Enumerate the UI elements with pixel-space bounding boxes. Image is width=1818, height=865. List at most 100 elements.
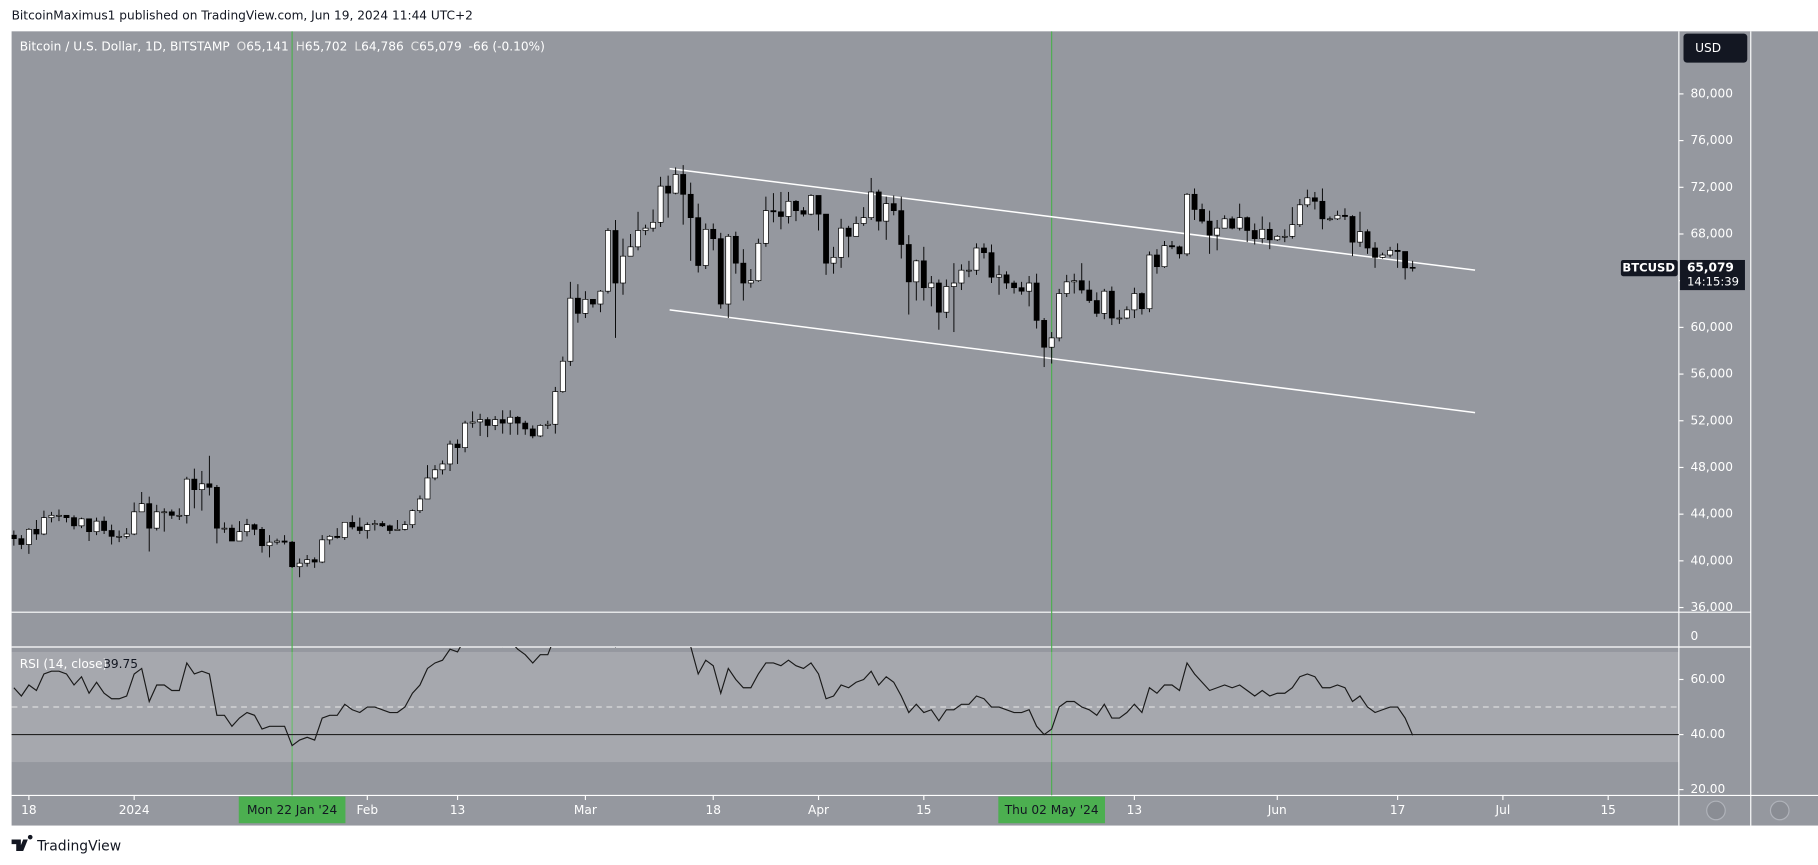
rsi-line <box>13 646 1414 747</box>
candle-body <box>507 416 514 424</box>
candle-body <box>905 244 912 283</box>
x-tick-label: 18 <box>21 803 36 817</box>
candle-body <box>1176 246 1183 255</box>
candle-body <box>838 227 844 258</box>
candle-body <box>484 419 491 426</box>
candle-body <box>1123 309 1130 319</box>
legend-value: 65,079 <box>419 39 462 53</box>
candle-body <box>1372 247 1378 258</box>
x-tick-label: 15 <box>916 803 931 817</box>
candle-body <box>868 191 875 218</box>
candle-body <box>898 210 905 245</box>
candle-body <box>1108 290 1115 319</box>
currency-button[interactable] <box>1683 33 1748 63</box>
candle-body <box>710 228 717 240</box>
candle-body <box>800 210 807 215</box>
candle-body <box>1139 293 1145 310</box>
candle-body <box>402 524 408 530</box>
candle-body <box>394 528 401 531</box>
candle-body <box>717 238 724 305</box>
candle-body <box>138 503 145 513</box>
candle-body <box>574 297 581 314</box>
candle-body <box>981 247 987 254</box>
candle-body <box>176 514 183 517</box>
trendline <box>669 309 1476 414</box>
y-tick-label: 60.00 <box>1690 672 1725 686</box>
candle-body <box>1402 251 1409 269</box>
candle-body <box>612 230 619 284</box>
candle-body <box>890 203 897 211</box>
candle-body <box>529 428 536 437</box>
candle-body <box>198 483 205 490</box>
candle-body <box>1063 281 1070 294</box>
last-price-label: 65,079 <box>1687 261 1734 275</box>
settings-button[interactable] <box>1769 800 1790 821</box>
rsi-last-value: 39.75 <box>103 657 138 671</box>
candle-body <box>875 191 882 222</box>
candle-body <box>319 539 326 563</box>
crosshair-date-box <box>998 796 1106 824</box>
y-tick-label: 48,000 <box>1690 460 1733 474</box>
y-tick-label: 44,000 <box>1690 507 1733 521</box>
candle-body <box>371 523 378 526</box>
candle-body <box>702 228 709 266</box>
candle-body <box>499 419 506 424</box>
candle-body <box>1086 289 1093 301</box>
footer-brand: TradingView <box>36 838 121 854</box>
candle-body <box>1394 249 1401 252</box>
candle-body <box>883 203 890 222</box>
candle-body <box>1236 217 1243 229</box>
y-tick-label: 20.00 <box>1690 782 1725 796</box>
y-tick-label: 68,000 <box>1690 226 1733 240</box>
candle-body <box>477 419 484 423</box>
auto-scale-button[interactable] <box>1706 800 1726 821</box>
legend-key: L <box>354 39 361 53</box>
candle-body <box>469 421 476 424</box>
candle-body <box>206 483 213 488</box>
candle-body <box>101 520 107 531</box>
candle-body <box>755 242 762 282</box>
candle-body <box>823 213 829 264</box>
rsi-title: RSI (14, close) <box>20 657 108 671</box>
candle-body <box>1274 235 1281 241</box>
candle-body <box>274 540 280 543</box>
rsi-band <box>11 651 1679 763</box>
candle-body <box>108 530 115 537</box>
legend-title: Bitcoin / U.S. Dollar, 1D, BITSTAMP <box>20 39 230 53</box>
candle-body <box>597 290 604 305</box>
candle-body <box>1364 231 1371 249</box>
candle-body <box>605 230 611 292</box>
candle-body <box>1289 224 1296 237</box>
x-tick-label: 17 <box>1390 803 1405 817</box>
candle-body <box>296 562 303 568</box>
candle-body <box>1071 280 1078 283</box>
x-tick-label: Jul <box>1495 803 1511 817</box>
candle-body <box>1048 337 1055 348</box>
publish-info: BitcoinMaximus1 published on TradingView… <box>12 9 473 23</box>
candle-body <box>1349 216 1356 243</box>
trendline <box>669 167 1476 271</box>
candle-body <box>25 528 32 545</box>
candle-body <box>793 200 799 211</box>
candle-body <box>1379 254 1386 258</box>
candle-body <box>146 503 153 529</box>
candle-body <box>123 533 130 537</box>
candle-body <box>33 528 40 535</box>
candle-body <box>1041 320 1048 348</box>
candle-body <box>334 535 341 538</box>
candle-body <box>1311 197 1318 202</box>
countdown-label: 14:15:39 <box>1687 274 1739 288</box>
candle-body <box>281 540 288 543</box>
candle-body <box>951 282 957 287</box>
candle-body <box>642 227 649 231</box>
candle-body <box>853 223 860 237</box>
currency-button-label[interactable]: USD <box>1695 41 1721 55</box>
candle-body <box>695 217 702 266</box>
candle-body <box>214 486 220 529</box>
candle-body <box>657 185 664 223</box>
candle-body <box>1214 227 1221 236</box>
x-tick-label: 13 <box>1127 803 1142 817</box>
logo <box>11 834 33 852</box>
candle-body <box>582 299 589 314</box>
y-tick-label: 40,000 <box>1690 553 1733 567</box>
